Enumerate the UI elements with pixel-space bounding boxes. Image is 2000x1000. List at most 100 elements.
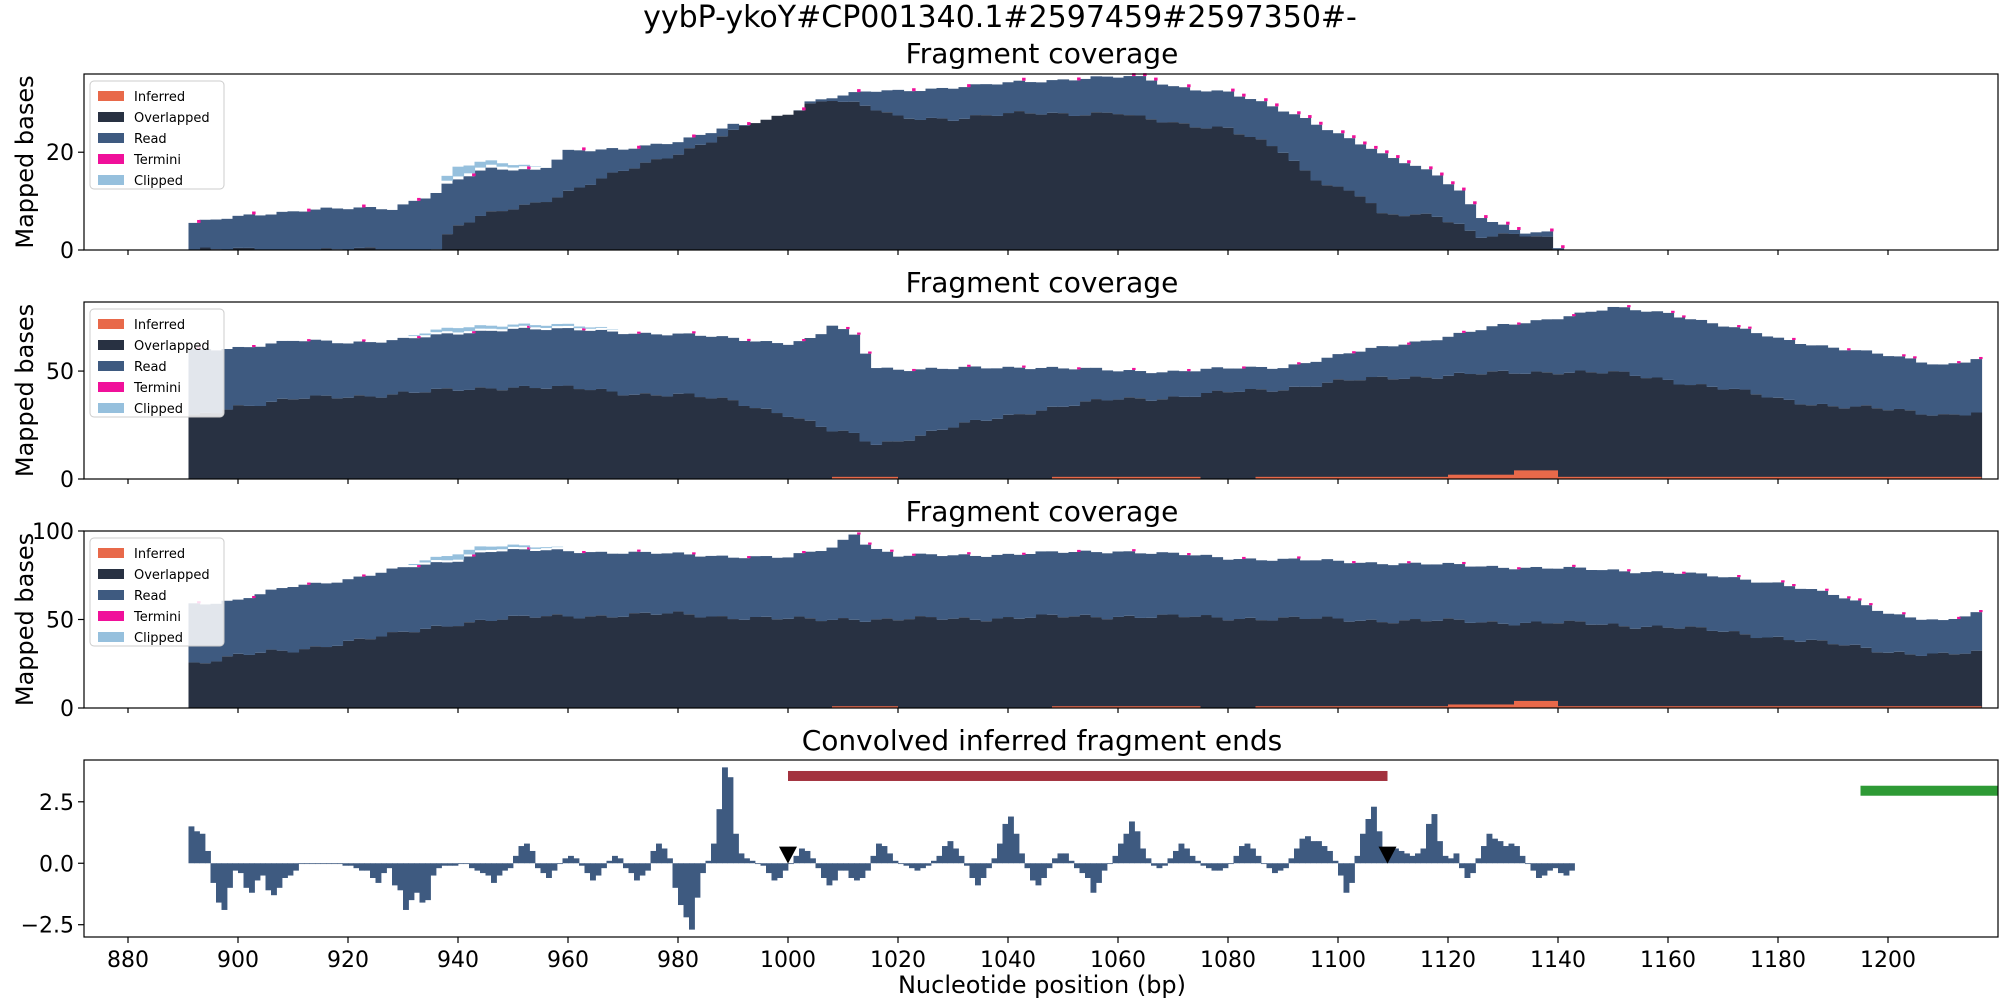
overlapped-bar: [771, 619, 784, 708]
overlapped-bar: [254, 652, 267, 708]
termini-bar: [1319, 121, 1323, 125]
convolved-bar: [595, 863, 602, 876]
convolved-bar: [760, 863, 767, 866]
read-bar: [474, 552, 487, 620]
overlapped-bar: [936, 118, 949, 250]
read-bar: [353, 207, 366, 248]
overlapped-bar: [1651, 625, 1664, 708]
axes-frame: [83, 73, 1999, 251]
convolved-bar: [1393, 848, 1399, 864]
overlapped-bar: [1277, 390, 1290, 479]
overlapped-bar: [1332, 186, 1345, 250]
overlapped-bar: [243, 654, 256, 708]
termini-bar: [846, 326, 850, 330]
convolved-bar: [1338, 863, 1344, 876]
convolved-bar: [1277, 863, 1284, 871]
read-bar: [1200, 91, 1213, 129]
panel-title: Fragment coverage: [906, 495, 1179, 528]
read-bar: [1178, 555, 1191, 618]
read-bar: [980, 556, 993, 622]
overlapped-bar: [1783, 399, 1796, 479]
overlapped-bar: [1706, 386, 1719, 479]
overlapped-bar: [1409, 619, 1422, 708]
overlapped-bar: [1211, 390, 1224, 479]
read-bar: [859, 544, 872, 622]
overlapped-bar: [848, 619, 861, 708]
read-bar: [1409, 165, 1422, 215]
convolved-bar: [788, 863, 794, 865]
clipped-bar: [441, 556, 454, 561]
overlapped-bar: [1321, 382, 1334, 479]
read-bar: [1255, 366, 1268, 390]
termini-bar: [1187, 84, 1191, 88]
convolved-bar: [1195, 860, 1201, 864]
read-bar: [1189, 555, 1202, 617]
termini-bar: [1869, 603, 1873, 606]
overlapped-bar: [1233, 391, 1246, 479]
overlapped-bar: [1079, 401, 1092, 479]
termini-bar: [1792, 584, 1796, 587]
overlapped-bar: [386, 394, 399, 479]
convolved-bar: [826, 863, 833, 886]
convolved-bar: [441, 863, 448, 866]
read-bar: [1706, 323, 1719, 387]
y-axis-label: Mapped bases: [11, 533, 39, 706]
overlapped-bar: [463, 622, 476, 708]
convolved-bar: [1305, 836, 1311, 864]
overlapped-bar: [562, 190, 575, 250]
termini-bar: [912, 553, 916, 556]
read-bar: [1849, 350, 1862, 407]
termini-bar: [1682, 315, 1686, 318]
legend-swatch-termini: [98, 154, 124, 164]
overlapped-bar: [1926, 415, 1939, 479]
overlapped-bar: [507, 387, 520, 479]
convolved-bar: [892, 860, 899, 864]
read-bar: [749, 341, 762, 409]
read-bar: [1277, 111, 1290, 153]
convolved-bar: [188, 826, 195, 864]
overlapped-bar: [1035, 410, 1048, 479]
read-bar: [782, 344, 795, 417]
clipped-bar: [485, 160, 498, 165]
read-bar: [683, 554, 696, 615]
overlapped-bar: [771, 413, 784, 479]
clipped-bar: [408, 563, 421, 566]
legend-swatch-read: [98, 590, 124, 600]
read-bar: [804, 551, 817, 619]
overlapped-bar: [1464, 230, 1477, 250]
overlapped-bar: [199, 247, 212, 250]
overlapped-bar: [518, 615, 531, 708]
overlapped-bar: [804, 103, 817, 251]
read-bar: [903, 555, 916, 620]
convolved-bar: [1266, 863, 1273, 869]
read-bar: [991, 368, 1004, 419]
read-bar: [1618, 307, 1631, 372]
overlapped-bar: [1530, 371, 1543, 479]
overlapped-bar: [793, 616, 806, 708]
overlapped-bar: [1420, 621, 1433, 708]
read-bar: [1013, 554, 1026, 619]
read-bar: [683, 137, 696, 149]
termini-bar: [1913, 356, 1917, 359]
convolved-bar: [194, 831, 200, 864]
overlapped-bar: [1585, 624, 1598, 708]
overlapped-bar: [782, 618, 795, 708]
overlapped-bar: [221, 656, 234, 708]
termini-bar: [1440, 172, 1444, 176]
read-bar: [309, 582, 322, 647]
legend-label-termini: Termini: [133, 610, 181, 625]
overlapped-bar: [1794, 404, 1807, 479]
overlapped-bar: [1167, 122, 1180, 250]
triangle-down-marker: [779, 846, 797, 864]
overlapped-bar: [738, 405, 751, 479]
overlapped-bar: [1079, 614, 1092, 708]
overlapped-bar: [1772, 636, 1785, 708]
legend-label-read: Read: [134, 132, 167, 147]
overlapped-bar: [265, 401, 278, 479]
overlapped-bar: [1409, 214, 1422, 250]
convolved-bar: [397, 863, 404, 891]
convolved-bar: [997, 843, 1003, 864]
overlapped-bar: [1959, 653, 1972, 708]
read-series: [188, 76, 1565, 250]
overlapped-bar: [760, 408, 773, 479]
